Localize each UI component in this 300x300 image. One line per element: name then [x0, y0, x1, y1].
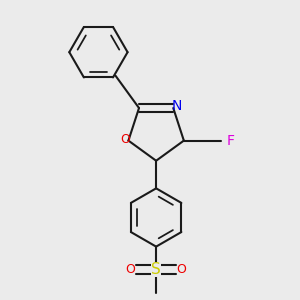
Text: S: S [151, 262, 161, 277]
Text: F: F [226, 134, 234, 148]
Text: O: O [126, 263, 136, 276]
Text: N: N [171, 99, 181, 112]
Text: O: O [177, 263, 187, 276]
Text: O: O [120, 133, 130, 146]
